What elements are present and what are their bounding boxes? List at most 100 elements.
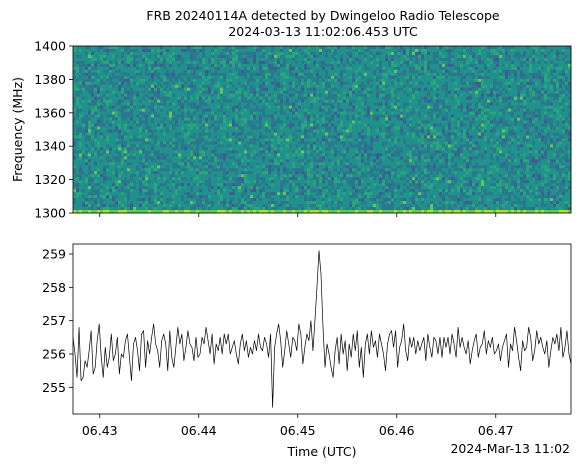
- heatmap-cell: [541, 129, 545, 133]
- heatmap-cell: [526, 81, 530, 86]
- heatmap-cell: [286, 60, 290, 65]
- heatmap-cell: [85, 114, 89, 118]
- heatmap-cell: [217, 108, 221, 112]
- heatmap-cell: [196, 63, 200, 68]
- heatmap-cell: [442, 66, 446, 71]
- heatmap-cell: [529, 66, 533, 71]
- heatmap-cell: [139, 63, 143, 68]
- heatmap-cell: [391, 72, 395, 77]
- heatmap-cell: [97, 69, 101, 74]
- heatmap-cell: [91, 126, 95, 130]
- heatmap-cell: [136, 99, 140, 104]
- heatmap-cell: [160, 105, 164, 109]
- heatmap-cell: [265, 126, 269, 130]
- heatmap-cell: [241, 111, 245, 115]
- heatmap-cell: [262, 66, 266, 71]
- heatmap-cell: [112, 108, 116, 112]
- heatmap-cell: [103, 75, 107, 80]
- heatmap-cell: [337, 129, 341, 133]
- heatmap-cell: [76, 54, 80, 59]
- heatmap-cell: [172, 60, 176, 65]
- heatmap-cell: [487, 114, 491, 118]
- heatmap-cell: [244, 63, 248, 68]
- heatmap-cell: [454, 114, 458, 118]
- heatmap-cell: [352, 126, 356, 130]
- heatmap-cell: [538, 102, 542, 106]
- heatmap-cell: [484, 87, 488, 92]
- heatmap-cell: [148, 93, 152, 98]
- heatmap-cell: [451, 48, 455, 53]
- heatmap-cell: [544, 72, 548, 77]
- heatmap-cell: [475, 63, 479, 68]
- heatmap-cell: [391, 114, 395, 118]
- heatmap-cell: [274, 111, 278, 115]
- heatmap-cell: [496, 48, 500, 53]
- heatmap-cell: [481, 117, 485, 121]
- heatmap-cell: [427, 90, 431, 95]
- heatmap-cell: [289, 99, 293, 104]
- heatmap-cell: [412, 111, 416, 115]
- heatmap-cell: [538, 105, 542, 109]
- heatmap-cell: [550, 78, 554, 83]
- heatmap-cell: [391, 105, 395, 109]
- heatmap-cell: [106, 63, 110, 68]
- heatmap-cell: [136, 102, 140, 106]
- heatmap-cell: [325, 69, 329, 74]
- heatmap-cell: [490, 51, 494, 56]
- heatmap-cell: [547, 117, 551, 121]
- heatmap-cell: [100, 66, 104, 71]
- heatmap-cell: [457, 105, 461, 109]
- heatmap-cell: [406, 46, 410, 50]
- heatmap-cell: [109, 57, 113, 62]
- heatmap-cell: [151, 93, 155, 98]
- heatmap-cell: [175, 102, 179, 106]
- heatmap-cell: [109, 63, 113, 68]
- heatmap-cell: [445, 81, 449, 86]
- heatmap-cell: [169, 78, 173, 83]
- heatmap-cell: [193, 57, 197, 62]
- heatmap-cell: [232, 129, 236, 133]
- heatmap-cell: [292, 81, 296, 86]
- heatmap-cell: [493, 66, 497, 71]
- heatmap-cell: [511, 69, 515, 74]
- heatmap-cell: [130, 60, 134, 65]
- heatmap-cell: [211, 111, 215, 115]
- heatmap-cell: [160, 48, 164, 53]
- heatmap-cell: [505, 48, 509, 53]
- heatmap-cell: [205, 129, 209, 133]
- heatmap-cell: [298, 60, 302, 65]
- heatmap-cell: [145, 99, 149, 104]
- heatmap-cell: [241, 114, 245, 118]
- heatmap-cell: [139, 123, 143, 127]
- heatmap-cell: [154, 114, 158, 118]
- heatmap-cell: [382, 46, 386, 50]
- heatmap-cell: [136, 72, 140, 77]
- heatmap-cell: [295, 60, 299, 65]
- heatmap-cell: [397, 66, 401, 71]
- heatmap-cell: [484, 72, 488, 77]
- heatmap-cell: [181, 48, 185, 53]
- heatmap-cell: [514, 105, 518, 109]
- heatmap-cell: [517, 99, 521, 104]
- heatmap-cell: [385, 51, 389, 56]
- heatmap-cell: [187, 120, 191, 124]
- heatmap-cell: [307, 117, 311, 121]
- heatmap-cell: [229, 114, 233, 118]
- heatmap-cell: [550, 72, 554, 77]
- heatmap-cell: [154, 48, 158, 53]
- heatmap-cell: [535, 72, 539, 77]
- heatmap-cell: [157, 51, 161, 56]
- heatmap-cell: [133, 87, 137, 92]
- heatmap-cell: [379, 123, 383, 127]
- heatmap-cell: [214, 93, 218, 98]
- heatmap-cell: [301, 75, 305, 80]
- heatmap-cell: [391, 87, 395, 92]
- heatmap-cell: [304, 111, 308, 115]
- heatmap-cell: [319, 123, 323, 127]
- heatmap-cell: [379, 84, 383, 89]
- heatmap-cell: [247, 78, 251, 83]
- heatmap-cell: [562, 108, 566, 112]
- heatmap-cell: [166, 66, 170, 71]
- heatmap-cell: [493, 87, 497, 92]
- heatmap-cell: [451, 78, 455, 83]
